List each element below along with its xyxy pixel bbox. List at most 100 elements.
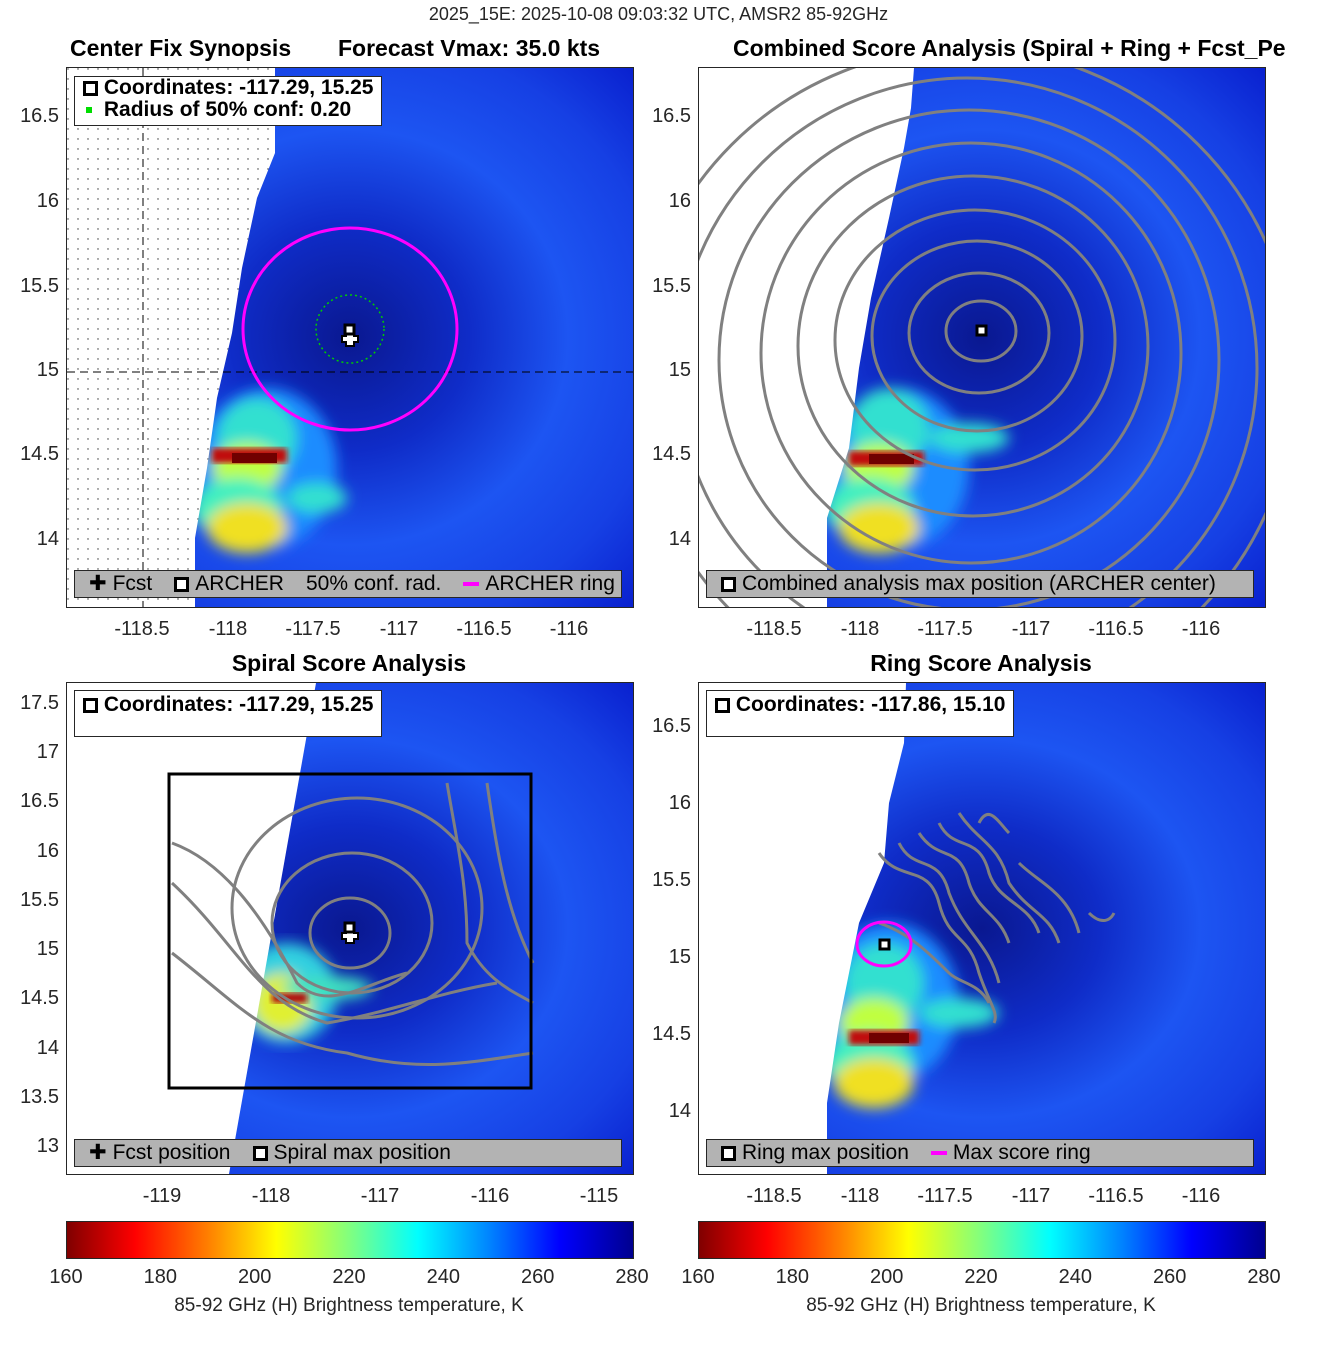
spiral-legend-icon bbox=[252, 1145, 268, 1161]
colorbar-tick-label: 240 bbox=[1058, 1266, 1093, 1288]
panel3-legend-top: Coordinates: -117.29, 15.25 bbox=[74, 690, 383, 737]
spiral-score-plot bbox=[66, 682, 634, 1175]
colorbar-tick-label: 220 bbox=[964, 1266, 998, 1288]
y-tick-label: 15.5 bbox=[652, 275, 691, 297]
y-tick-label: 15 bbox=[36, 359, 59, 381]
x-tick-label: -119 bbox=[142, 1185, 182, 1207]
fcst-legend-icon: ✚ bbox=[89, 1141, 107, 1164]
x-tick-label: -116.5 bbox=[456, 618, 512, 640]
panel1-vmax: Forecast Vmax: 35.0 kts bbox=[338, 35, 601, 61]
panel1-legend-bottom: ✚ Fcst ARCHER 50% conf. rad. ARCHER ring bbox=[74, 570, 622, 598]
colorbar-tick-label: 220 bbox=[332, 1266, 366, 1288]
x-tick-label: -116.5 bbox=[1088, 618, 1144, 640]
legend-fcst: Fcst bbox=[112, 572, 153, 595]
ring-score-plot bbox=[698, 682, 1266, 1175]
panel1-legend-top: Coordinates: -117.29, 15.25 Radius of 50… bbox=[74, 76, 383, 126]
x-tick-label: -115 bbox=[579, 1185, 619, 1207]
y-tick-label: 14.5 bbox=[652, 443, 691, 465]
colorbar-left-label: 85-92 GHz (H) Brightness temperature, K bbox=[174, 1295, 524, 1316]
figure-title: 2025_15E: 2025-10-08 09:03:32 UTC, AMSR2… bbox=[428, 4, 889, 24]
y-tick-label: 15.5 bbox=[652, 869, 691, 891]
archer-legend-icon bbox=[174, 576, 190, 592]
colorbar-right bbox=[698, 1221, 1266, 1259]
analysis-box bbox=[167, 772, 533, 1090]
y-tick-label: 17 bbox=[36, 741, 59, 763]
colorbar-right-label: 85-92 GHz (H) Brightness temperature, K bbox=[806, 1295, 1156, 1316]
x-tick-label: -117.5 bbox=[917, 1185, 973, 1207]
legend-spiral-max: Spiral max position bbox=[273, 1141, 451, 1164]
max-score-ring bbox=[855, 920, 913, 968]
fcst-legend-icon: ✚ bbox=[89, 572, 107, 595]
coordinates-text: Coordinates: -117.29, 15.25 bbox=[103, 76, 374, 99]
x-tick-label: -117 bbox=[379, 618, 419, 640]
legend-archer: ARCHER bbox=[195, 572, 284, 595]
confidence-circle bbox=[315, 294, 385, 364]
colorbar-tick-label: 200 bbox=[869, 1266, 904, 1288]
y-tick-label: 16 bbox=[668, 190, 691, 212]
legend-combined-max: Combined analysis max position (ARCHER c… bbox=[742, 572, 1216, 595]
convection-blob bbox=[192, 388, 347, 553]
x-tick-label: -117.5 bbox=[285, 618, 341, 640]
legend-conf-rad: 50% conf. rad. bbox=[305, 572, 442, 595]
panel4-title: Ring Score Analysis bbox=[870, 650, 1092, 676]
y-tick-label: 15 bbox=[36, 938, 59, 960]
ring-marker-icon bbox=[715, 697, 730, 713]
y-tick-label: 14 bbox=[668, 528, 691, 550]
score-contours bbox=[699, 68, 1265, 607]
panel2-title: Combined Score Analysis (Spiral + Ring +… bbox=[733, 35, 1286, 61]
ring-legend-icon bbox=[463, 582, 480, 586]
panel4-legend-bottom: Ring max position Max score ring bbox=[706, 1139, 1254, 1167]
y-tick-label: 13.5 bbox=[20, 1086, 59, 1108]
x-tick-label: -118 bbox=[251, 1185, 291, 1207]
legend-fcst-position: Fcst position bbox=[112, 1141, 231, 1164]
y-tick-label: 17.5 bbox=[20, 692, 59, 714]
colorbar-tick-label: 180 bbox=[143, 1266, 178, 1288]
archer-ring bbox=[241, 226, 459, 432]
x-tick-label: -116 bbox=[470, 1185, 510, 1207]
x-tick-label: -117 bbox=[1011, 1185, 1051, 1207]
y-tick-label: 16 bbox=[668, 792, 691, 814]
y-tick-label: 15.5 bbox=[20, 889, 59, 911]
colorbar-tick-label: 240 bbox=[426, 1266, 461, 1288]
x-tick-label: -118 bbox=[208, 618, 248, 640]
max-ring-legend-icon bbox=[930, 1151, 947, 1155]
x-tick-label: -116 bbox=[1181, 618, 1221, 640]
y-tick-label: 15.5 bbox=[20, 275, 59, 297]
colorbar-tick-label: 260 bbox=[1152, 1266, 1187, 1288]
y-tick-label: 14 bbox=[36, 528, 59, 550]
y-tick-label: 14 bbox=[36, 1037, 59, 1059]
y-tick-label: 16 bbox=[36, 190, 59, 212]
x-tick-label: -116 bbox=[549, 618, 589, 640]
panel3-legend-bottom: ✚ Fcst position Spiral max position bbox=[74, 1139, 622, 1167]
y-tick-label: 14.5 bbox=[652, 1023, 691, 1045]
x-tick-label: -117 bbox=[360, 1185, 400, 1207]
panel3-title: Spiral Score Analysis bbox=[231, 650, 467, 676]
x-tick-label: -116.5 bbox=[1088, 1185, 1144, 1207]
ring-max-legend-icon bbox=[721, 1145, 736, 1161]
legend-ring-max: Ring max position bbox=[742, 1141, 909, 1164]
coordinates-text: Coordinates: -117.86, 15.10 bbox=[735, 693, 1006, 716]
x-tick-label: -118.5 bbox=[746, 1185, 802, 1207]
panel2-legend-bottom: Combined analysis max position (ARCHER c… bbox=[706, 570, 1254, 598]
legend-archer-ring: ARCHER ring bbox=[485, 572, 615, 595]
y-tick-label: 16.5 bbox=[20, 790, 59, 812]
colorbar-tick-label: 260 bbox=[520, 1266, 555, 1288]
y-tick-label: 16.5 bbox=[652, 715, 691, 737]
combined-max-legend-icon bbox=[721, 576, 736, 592]
x-tick-label: -118.5 bbox=[114, 618, 170, 640]
y-tick-label: 14 bbox=[668, 1100, 691, 1122]
x-tick-label: -116 bbox=[1181, 1185, 1221, 1207]
legend-max-score-ring: Max score ring bbox=[952, 1141, 1091, 1164]
colorbar-tick-label: 180 bbox=[775, 1266, 810, 1288]
x-tick-label: -118 bbox=[840, 618, 880, 640]
coordinates-text: Coordinates: -117.29, 15.25 bbox=[103, 693, 374, 716]
y-tick-label: 14.5 bbox=[20, 443, 59, 465]
colorbar-tick-label: 280 bbox=[615, 1266, 649, 1288]
y-tick-label: 16.5 bbox=[20, 105, 59, 127]
colorbar-tick-label: 160 bbox=[681, 1266, 715, 1288]
colorbar-tick-label: 200 bbox=[237, 1266, 272, 1288]
combined-score-plot bbox=[698, 67, 1266, 608]
y-tick-label: 14.5 bbox=[20, 987, 59, 1009]
y-tick-label: 16.5 bbox=[652, 105, 691, 127]
